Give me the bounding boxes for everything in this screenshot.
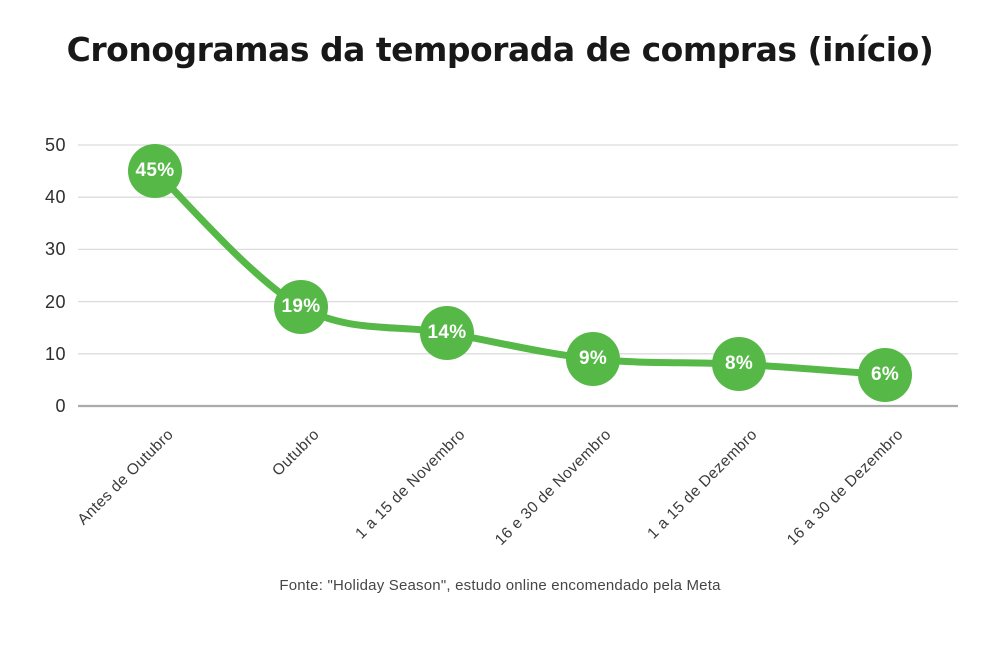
data-point-marker: 8%: [712, 337, 766, 392]
data-point-label: 9%: [578, 348, 608, 370]
source-note: Fonte: "Holiday Season", estudo online e…: [279, 577, 721, 594]
y-axis-tick-label: 20: [44, 291, 66, 312]
data-point-marker: 9%: [566, 332, 620, 387]
chart-title: Cronogramas da temporada de compras (iní…: [66, 30, 934, 69]
data-point-marker: 19%: [274, 279, 328, 334]
y-axis-tick-label: 40: [44, 187, 66, 208]
y-axis-tick-label: 50: [44, 135, 66, 155]
y-axis-tick-label: 30: [44, 239, 66, 260]
data-point-label: 6%: [870, 363, 900, 385]
y-axis-tick-label: 10: [44, 343, 66, 364]
data-point-marker: 6%: [858, 347, 912, 402]
data-point-label: 8%: [724, 353, 754, 375]
data-point-marker: 14%: [420, 305, 474, 360]
data-point-marker: 45%: [128, 144, 182, 199]
data-point-label: 19%: [281, 295, 321, 317]
data-point-label: 45%: [135, 160, 175, 182]
y-axis-tick-label: 0: [55, 396, 66, 416]
trend-line: [151, 167, 889, 379]
data-point-label: 14%: [427, 321, 467, 343]
